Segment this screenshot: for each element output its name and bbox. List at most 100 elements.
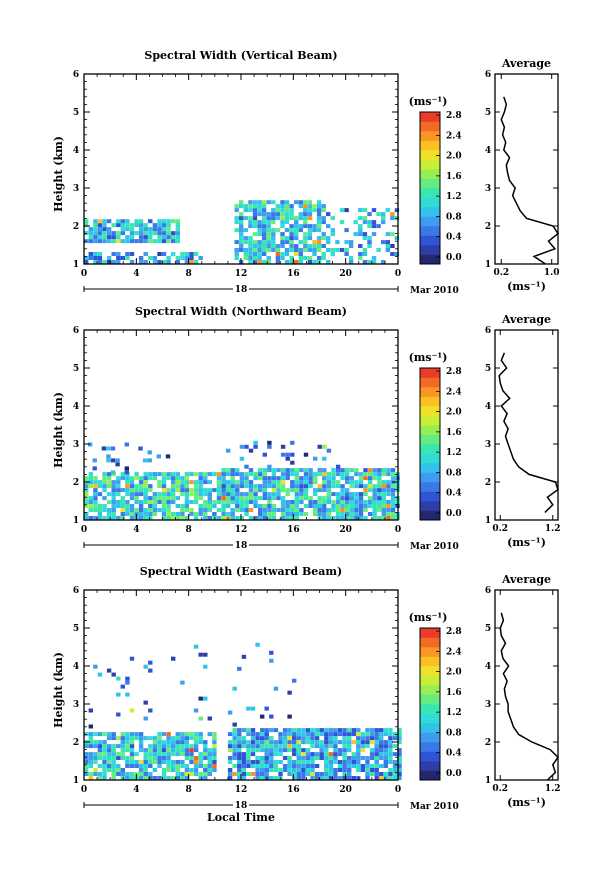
heatmap-cell (335, 472, 341, 477)
heatmap-cell (308, 500, 313, 504)
colorbar-segment (420, 723, 440, 733)
heatmap-cell (280, 472, 286, 477)
heatmap-cell (203, 740, 208, 745)
heatmap-cell (184, 756, 190, 760)
heatmap-cell (193, 644, 199, 649)
profile-frame (494, 329, 559, 521)
heatmap-cell (308, 476, 313, 481)
heatmap-cell (292, 776, 297, 780)
heatmap-cell (129, 756, 135, 760)
heatmap-cell (243, 208, 248, 213)
heatmap-cell (276, 484, 281, 489)
heatmap-cell (299, 492, 304, 497)
heatmap-cell (216, 472, 222, 477)
heatmap-cell (166, 500, 171, 504)
heatmap-cell (305, 740, 311, 745)
heatmap-cell (390, 500, 396, 504)
heatmap-cell (93, 492, 98, 497)
heatmap-cell (340, 516, 345, 520)
heatmap-cell (221, 488, 226, 493)
heatmap-cell (333, 736, 338, 741)
heatmap-cell (203, 504, 208, 508)
heatmap-cell (248, 224, 253, 229)
heatmap-cell (152, 748, 158, 753)
heatmap-cell (227, 760, 233, 764)
heatmap-cell (331, 472, 336, 477)
heatmap-cell (276, 496, 281, 501)
heatmap-cell (175, 732, 180, 737)
heatmap-cell (125, 239, 130, 244)
heatmap-cell (152, 740, 158, 745)
heatmap-cell (129, 764, 135, 768)
colorbar-segment (420, 501, 440, 511)
heatmap-cell (171, 760, 176, 764)
heatmap-cell (235, 504, 240, 508)
heatmap-cell (221, 484, 226, 489)
heatmap-cell (257, 220, 262, 225)
heatmap-cell (275, 260, 281, 264)
heatmap-cell (93, 740, 98, 745)
heatmap-cell (280, 468, 286, 473)
heatmap-cell (203, 500, 208, 504)
heatmap-cell (161, 776, 167, 780)
heatmap-cell (301, 740, 306, 745)
heatmap-cell (97, 748, 103, 753)
heatmap-cell (106, 458, 111, 463)
heatmap-cell (226, 468, 231, 473)
heatmap-cell (269, 650, 274, 655)
heatmap-cell (379, 732, 384, 737)
heatmap-cell (397, 752, 402, 757)
heatmap-cell (212, 752, 217, 757)
heatmap-cell (314, 736, 320, 741)
heatmap-cell (294, 248, 299, 252)
heatmap-cell (386, 488, 391, 493)
heatmap-cell (303, 504, 309, 508)
heatmap-cell (333, 744, 338, 749)
heatmap-cell (166, 756, 171, 760)
heatmap-cell (180, 252, 185, 256)
heatmap-cell (381, 488, 386, 493)
heatmap-cell (125, 764, 130, 768)
panel-title: Spectral Width (Eastward Beam) (140, 565, 342, 578)
heatmap-cell (234, 240, 239, 245)
heatmap-cell (241, 736, 247, 741)
heatmap-cell (116, 744, 121, 749)
heatmap-cell (248, 256, 253, 260)
heatmap-cell (157, 740, 162, 745)
heatmap-cell (207, 732, 212, 737)
colorbar-tick-label: 2.4 (446, 131, 462, 141)
heatmap-cell (381, 468, 386, 473)
heatmap-cell (371, 260, 377, 264)
heatmap-cell (184, 504, 190, 508)
heatmap-cell (248, 200, 253, 205)
heatmap-cell (317, 512, 322, 516)
heatmap-cell (198, 508, 203, 512)
heatmap-cell (138, 508, 144, 512)
heatmap-cell (262, 516, 267, 520)
heatmap-cell (317, 488, 322, 493)
heatmap-cell (237, 744, 242, 749)
heatmap-cell (367, 224, 372, 229)
colorbar-frame (419, 367, 441, 521)
heatmap-cell (367, 512, 373, 516)
heatmap-cell (307, 228, 313, 233)
heatmap-cell (275, 228, 281, 233)
heatmap-cell (110, 470, 116, 475)
heatmap-cell (166, 744, 171, 749)
heatmap-cell (276, 480, 281, 485)
profile-x-tick-label: 1.2 (545, 524, 561, 534)
heatmap-cell (93, 504, 98, 508)
heatmap-cell (316, 236, 322, 241)
heatmap-cell (298, 212, 303, 217)
heatmap-cell (189, 472, 194, 477)
heatmap-cell (166, 764, 171, 768)
heatmap-cell (111, 776, 116, 780)
heatmap-cell (241, 768, 247, 772)
heatmap-cell (257, 232, 262, 237)
heatmap-cell (138, 736, 144, 741)
colorbar-tick-label: 2.4 (446, 647, 462, 657)
heatmap-cell (264, 706, 269, 711)
heatmap-cell (203, 768, 208, 772)
heatmap-cell (180, 484, 185, 489)
heatmap-cell (239, 212, 244, 217)
